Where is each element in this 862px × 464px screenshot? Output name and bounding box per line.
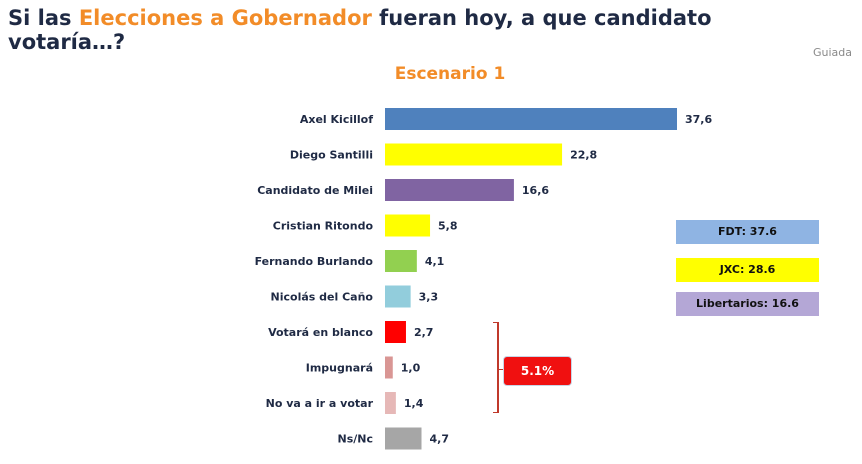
category-label: No va a ir a votar: [266, 397, 374, 410]
bracket-tick: [497, 369, 505, 370]
value-label: 1,4: [404, 397, 424, 410]
bar: [385, 179, 514, 201]
category-label: Diego Santilli: [290, 149, 373, 162]
bar: [385, 356, 393, 379]
category-label: Fernando Burlando: [255, 255, 374, 268]
value-label: 2,7: [414, 326, 434, 339]
legend-fdt: FDT: 37.6: [676, 220, 819, 244]
bar: [385, 285, 411, 308]
title-part1: Si las: [8, 6, 79, 30]
value-label: 4,7: [430, 433, 450, 446]
value-label: 5,8: [438, 220, 458, 233]
category-label: Cristian Ritondo: [273, 220, 374, 233]
title-accent: Elecciones a Gobernador: [78, 6, 372, 30]
value-label: 1,0: [401, 362, 421, 375]
bar: [385, 108, 677, 130]
value-label: 37,6: [685, 113, 712, 126]
title-part2: fueran hoy, a que candidato votaría…?: [8, 6, 712, 54]
bar: [385, 392, 396, 414]
value-label: 3,3: [419, 291, 439, 304]
chart-subtitle: Escenario 1: [394, 64, 506, 84]
category-label: Votará en blanco: [268, 326, 373, 339]
chart-title: Si las Elecciones a Gobernador fueran ho…: [8, 6, 748, 54]
blank-votes-callout: 5.1%: [503, 356, 572, 386]
legend-jxc: JXC: 28.6: [676, 258, 819, 282]
value-label: 22,8: [570, 149, 597, 162]
category-label: Axel Kicillof: [300, 113, 373, 126]
bar: [385, 427, 422, 450]
value-label: 16,6: [522, 184, 549, 197]
category-label: Impugnará: [306, 362, 373, 375]
blank-votes-bracket: [493, 322, 499, 413]
category-label: Nicolás del Caño: [271, 291, 374, 304]
source-label: Guiada: [812, 46, 852, 59]
bar: [385, 214, 431, 237]
legend-libertarios: Libertarios: 16.6: [676, 292, 819, 316]
category-label: Ns/Nc: [338, 433, 374, 446]
value-label: 4,1: [425, 255, 445, 268]
bar: [385, 143, 563, 166]
bar: [385, 321, 406, 343]
bar: [385, 250, 417, 272]
category-label: Candidato de Milei: [257, 184, 373, 197]
